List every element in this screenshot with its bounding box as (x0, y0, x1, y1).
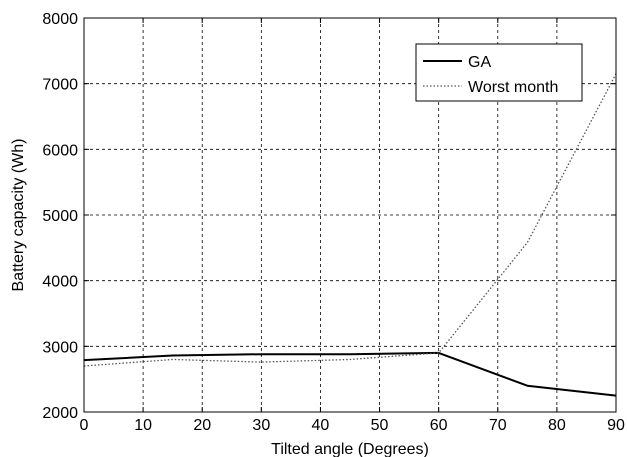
series-line-worst-month (83, 73, 617, 367)
x-tick-label: 50 (371, 417, 389, 434)
legend: GA Worst month (415, 43, 583, 102)
y-tick-label: 7000 (42, 77, 78, 94)
y-tick-label: 8000 (42, 11, 78, 28)
x-ticks: 0 10 20 30 40 50 60 70 80 90 (80, 18, 625, 434)
x-tick-label: 80 (548, 417, 566, 434)
x-tick-label: 60 (430, 417, 448, 434)
x-tick-label: 70 (489, 417, 507, 434)
x-tick-label: 40 (312, 417, 330, 434)
x-tick-label: 20 (193, 417, 211, 434)
y-axis-label: Battery capacity (Wh) (10, 139, 27, 292)
y-tick-label: 5000 (42, 208, 78, 225)
legend-box (415, 43, 583, 102)
legend-label-ga: GA (468, 54, 491, 71)
legend-label-worst-month: Worst month (468, 79, 558, 96)
y-ticks: 2000 3000 4000 5000 6000 7000 8000 (42, 11, 616, 422)
x-tick-label: 10 (134, 417, 152, 434)
x-tick-label: 30 (252, 417, 270, 434)
series-layer (83, 73, 617, 397)
x-axis-label: Tilted angle (Degrees) (271, 441, 429, 457)
grid-lines (84, 18, 616, 412)
x-tick-label: 90 (607, 417, 625, 434)
x-tick-label: 0 (80, 417, 89, 434)
y-tick-label: 2000 (42, 405, 78, 422)
y-tick-label: 4000 (42, 274, 78, 291)
y-tick-label: 6000 (42, 142, 78, 159)
y-tick-label: 3000 (42, 339, 78, 356)
series-line-ga (83, 351, 617, 397)
